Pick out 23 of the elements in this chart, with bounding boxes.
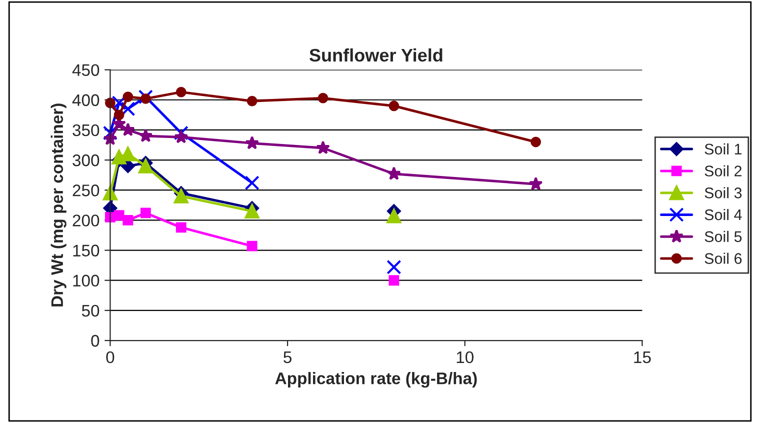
y-tick-label: 350 [72,124,100,136]
y-tick-label: 450 [72,64,100,76]
y-tick-label: 0 [91,334,100,347]
y-tick-label: 100 [73,274,100,287]
legend-label: Soil 3 [704,187,742,198]
chart-title: Sunflower Yield [310,48,442,62]
x-tick-label: 5 [284,352,292,364]
y-tick-label: 250 [72,184,100,196]
y-tick-label: 300 [72,154,100,166]
x-axis-title: Application rate (kg-B/ha) [275,372,477,388]
legend-label: Soil 1 [704,143,742,155]
y-tick-label: 400 [72,94,100,106]
legend-label: Soil 5 [704,230,742,242]
legend-label: Soil 4 [704,208,742,220]
y-tick-label: 150 [73,244,100,256]
y-axis-title: Dry Wt (mg per container) [50,104,66,306]
y-tick-label: 50 [82,304,100,317]
x-tick-label: 10 [456,351,474,364]
x-tick-label: 15 [634,352,651,364]
x-tick-label: 0 [106,351,114,364]
y-tick-label: 200 [72,214,100,226]
legend-label: Soil 6 [704,252,742,264]
legend-label: Soil 2 [704,165,742,176]
